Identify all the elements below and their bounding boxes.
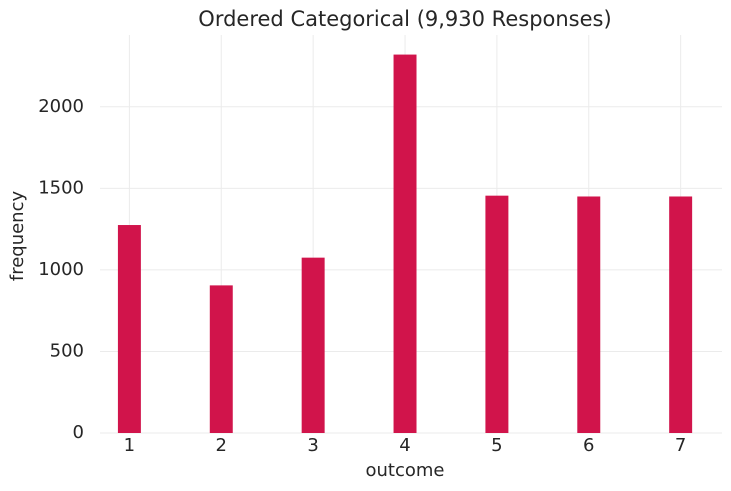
x-tick-label: 1 xyxy=(124,435,135,456)
bar xyxy=(577,196,601,433)
y-tick-label: 2000 xyxy=(38,96,84,117)
x-axis-label: outcome xyxy=(366,460,445,481)
x-tick-label: 4 xyxy=(399,435,410,456)
bar xyxy=(485,195,509,433)
y-axis-label: frequency xyxy=(7,191,28,282)
chart-title: Ordered Categorical (9,930 Responses) xyxy=(198,7,611,31)
y-tick-label: 1000 xyxy=(38,259,84,280)
x-tick-label: 5 xyxy=(491,435,502,456)
y-tick-label: 0 xyxy=(73,422,84,443)
bar xyxy=(669,196,693,433)
bar xyxy=(117,225,141,433)
y-tick-label: 1500 xyxy=(38,177,84,198)
x-tick-label: 7 xyxy=(675,435,686,456)
y-tick-label: 500 xyxy=(50,340,84,361)
x-tick-label: 3 xyxy=(307,435,318,456)
bar xyxy=(209,285,233,433)
x-tick-label: 6 xyxy=(583,435,594,456)
bar xyxy=(393,54,417,434)
bar xyxy=(301,257,325,433)
x-tick-label: 2 xyxy=(216,435,227,456)
